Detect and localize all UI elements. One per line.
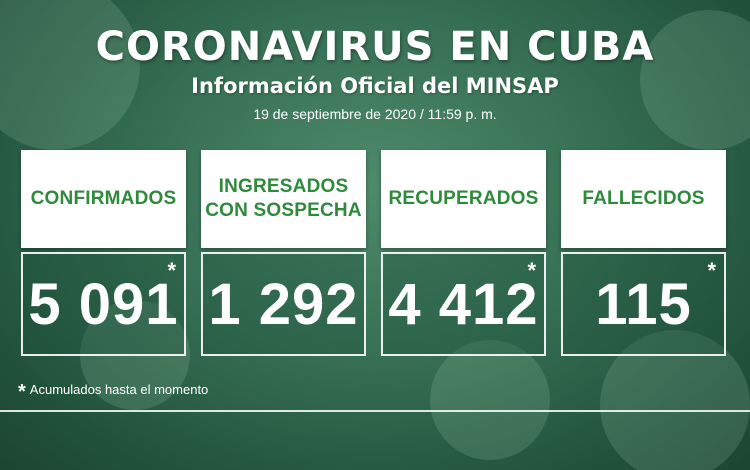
stat-value: 4 412 — [388, 271, 539, 337]
stat-card-header: FALLECIDOS — [561, 150, 726, 248]
divider — [0, 410, 750, 412]
stat-label-line: CONFIRMADOS — [30, 188, 177, 209]
stat-value-box: 115 * — [561, 252, 726, 356]
stat-card-ingresados: INGRESADOS CON SOSPECHA 1 292 — [201, 150, 366, 356]
stat-label: INGRESADOS CON SOSPECHA — [205, 175, 362, 223]
stat-card-confirmados: CONFIRMADOS 5 091 * — [21, 150, 186, 356]
page-title: CORONAVIRUS EN CUBA — [95, 24, 655, 70]
report-date: 19 de septiembre de 2020 / 11:59 p. m. — [253, 106, 497, 122]
stat-value: 115 — [595, 271, 692, 337]
asterisk-icon: * — [18, 381, 26, 403]
stat-label: RECUPERADOS — [389, 187, 539, 211]
stat-label-line: FALLECIDOS — [582, 188, 705, 209]
stat-card-header: CONFIRMADOS — [21, 150, 186, 248]
stat-card-fallecidos: FALLECIDOS 115 * — [561, 150, 726, 356]
stat-value-box: 1 292 — [201, 252, 366, 356]
asterisk-icon: * — [707, 258, 716, 283]
stat-label-line: CON SOSPECHA — [205, 200, 362, 221]
stat-label-line: RECUPERADOS — [388, 188, 539, 209]
footnote: * Acumulados hasta el momento — [18, 381, 208, 404]
page-subtitle: Información Oficial del MINSAP — [191, 74, 559, 98]
virus-decoration-icon — [430, 340, 550, 460]
stat-label: FALLECIDOS — [582, 187, 704, 211]
asterisk-icon: * — [167, 258, 176, 283]
virus-decoration-icon — [640, 10, 750, 150]
stat-card-recuperados: RECUPERADOS 4 412 * — [381, 150, 546, 356]
stat-card-header: INGRESADOS CON SOSPECHA — [201, 150, 366, 248]
stat-card-header: RECUPERADOS — [381, 150, 546, 248]
asterisk-icon: * — [527, 258, 536, 283]
stat-value-box: 4 412 * — [381, 252, 546, 356]
footnote-text: Acumulados hasta el momento — [29, 382, 209, 397]
stat-label-line: INGRESADOS — [218, 176, 349, 197]
stat-value-box: 5 091 * — [21, 252, 186, 356]
stat-label: CONFIRMADOS — [31, 187, 177, 211]
stat-value: 5 091 — [28, 271, 179, 337]
stat-value: 1 292 — [208, 271, 359, 337]
